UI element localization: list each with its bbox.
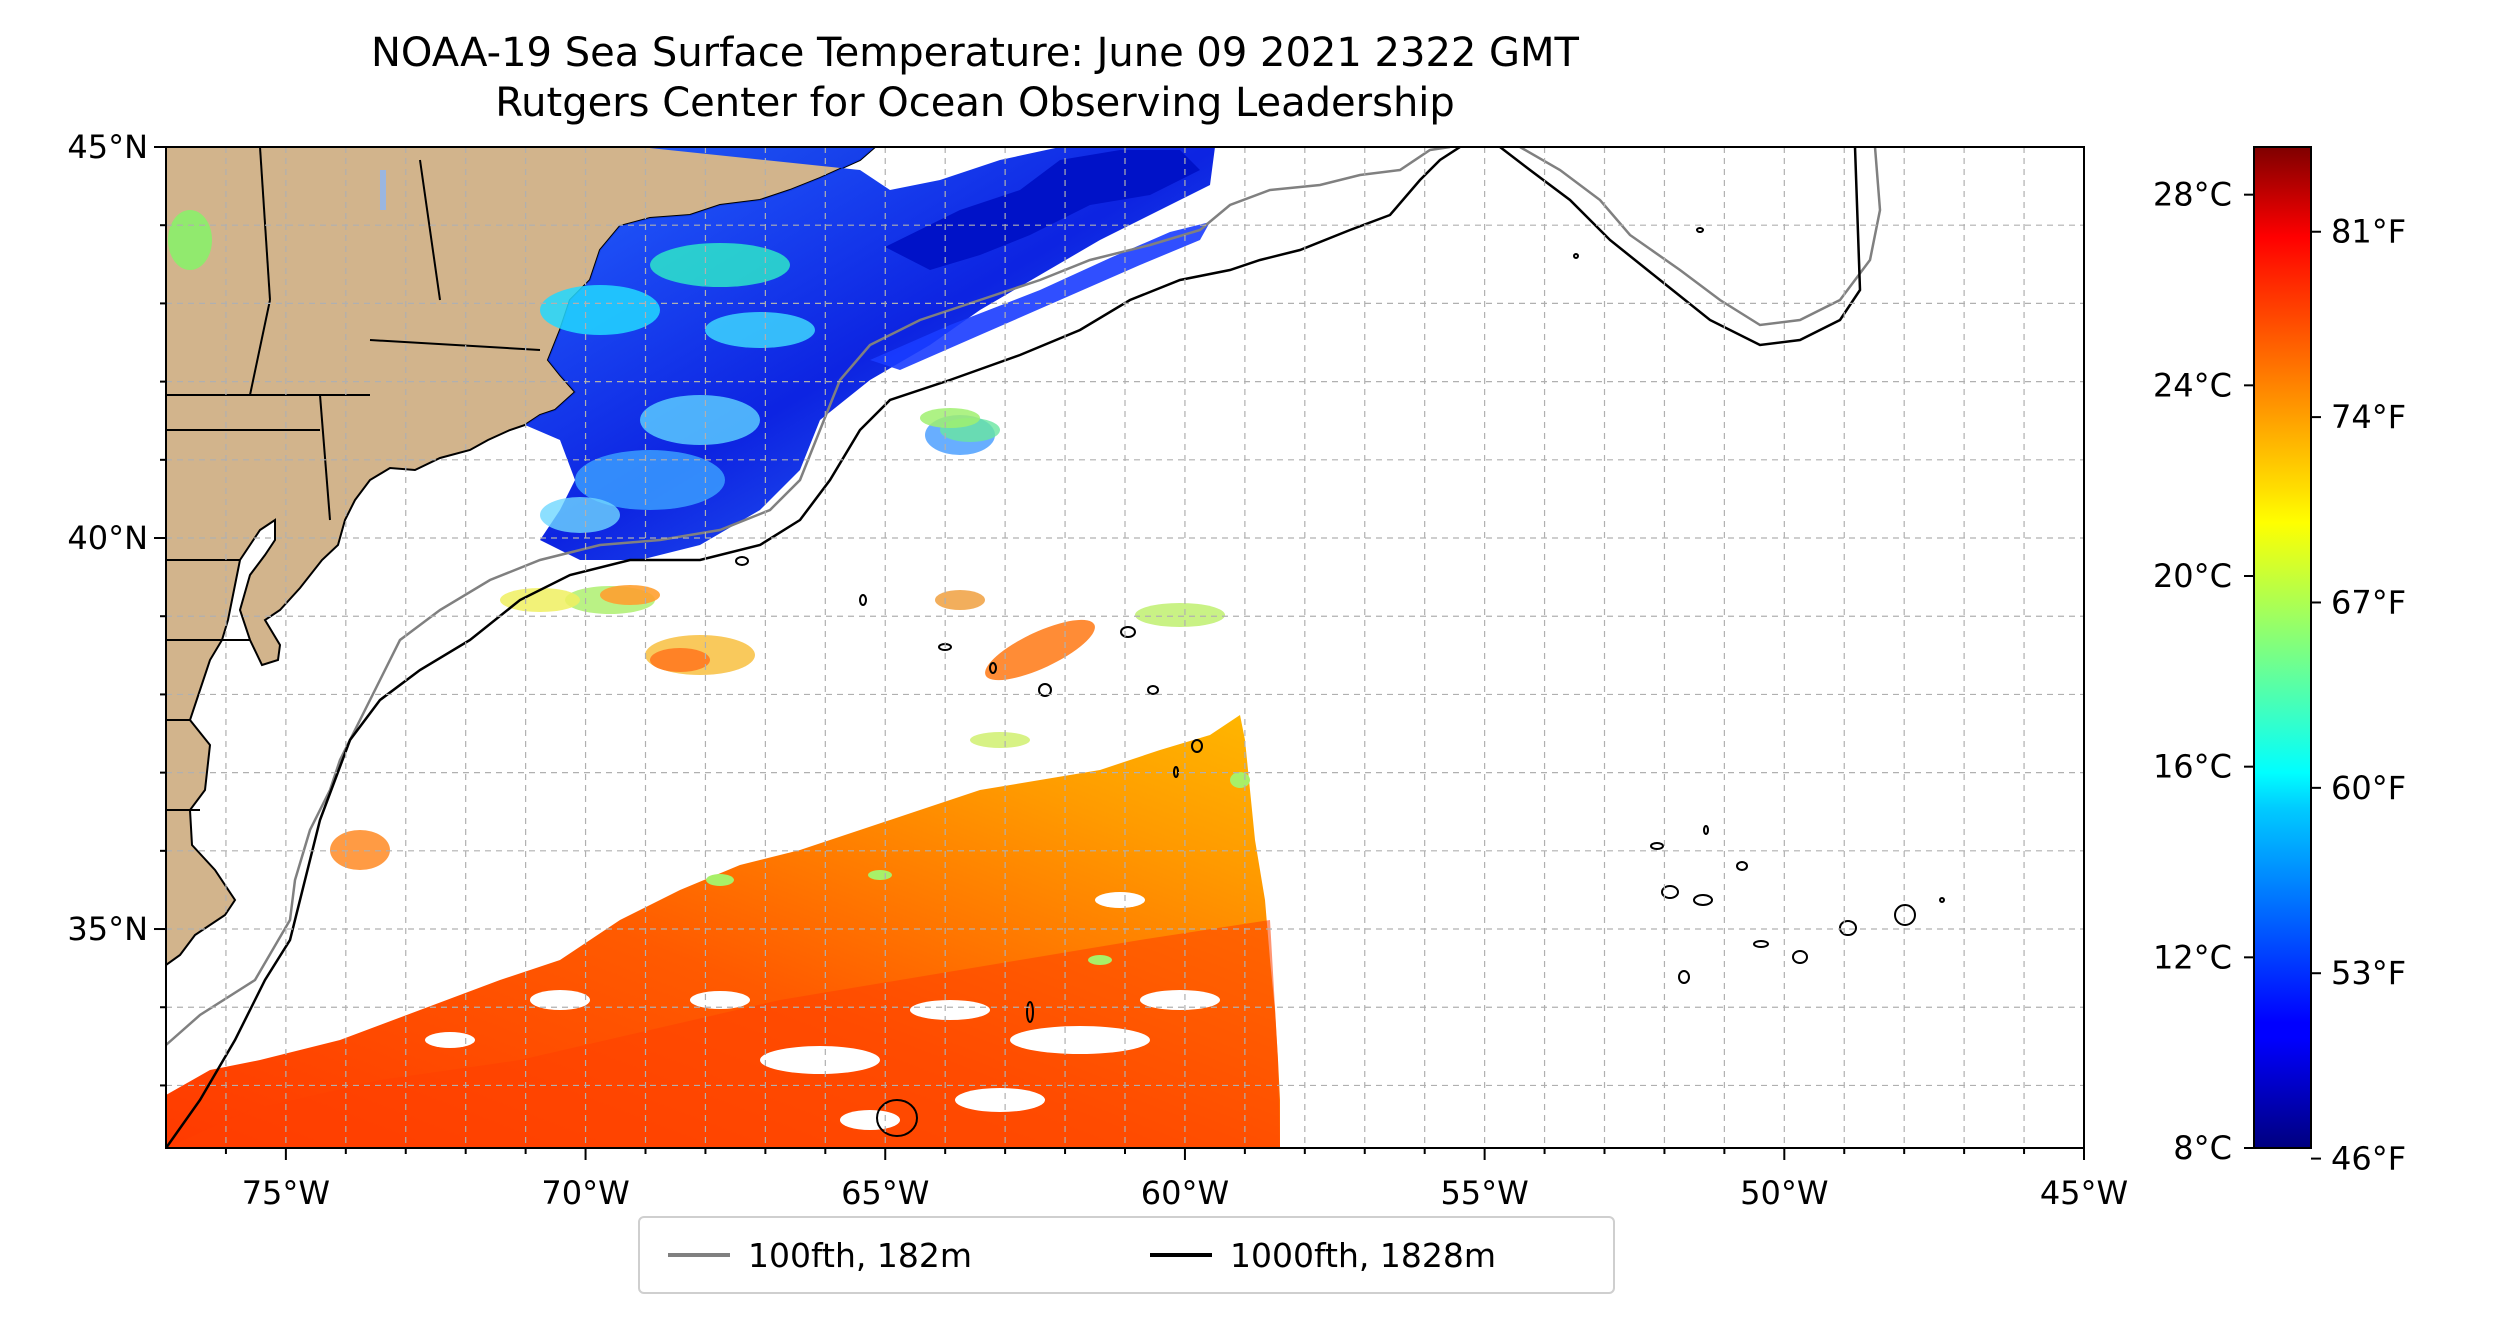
colorbar-f-label: 81°F	[2331, 213, 2406, 251]
lake	[380, 170, 386, 210]
colorbar-f-label: 60°F	[2331, 769, 2406, 807]
lon-tick-label: 75°W	[242, 1174, 330, 1212]
sst-cold-region-east	[885, 150, 1200, 270]
isobath-1000fth-grand-banks	[1499, 147, 1862, 347]
legend: 100fth, 182m 1000fth, 1828m	[638, 1216, 1615, 1294]
colorbar-f-label: 74°F	[2331, 398, 2406, 436]
colorbar	[2253, 146, 2312, 1149]
lat-tick-label: 40°N	[67, 519, 148, 557]
legend-swatch-1000fth	[1150, 1253, 1212, 1257]
colorbar-fahrenheit-axis: 81°F 74°F 67°F 60°F 53°F 46°F	[2311, 213, 2406, 1178]
edge-specks	[706, 772, 1250, 965]
isobath-100fth-grand-banks	[1519, 147, 1882, 327]
colorbar-c-label: 16°C	[2153, 748, 2232, 786]
colorbar-c-label: 28°C	[2153, 176, 2232, 214]
lat-tick-label: 45°N	[67, 128, 148, 166]
colorbar-c-label: 20°C	[2153, 557, 2232, 595]
lat-tick-label: 35°N	[67, 910, 148, 948]
gridlines	[166, 147, 2084, 1148]
lon-tick-label: 55°W	[1440, 1174, 1528, 1212]
colorbar-celsius-axis: 28°C 24°C 20°C 16°C 12°C 8°C	[2153, 176, 2254, 1167]
lon-tick-label: 70°W	[541, 1174, 629, 1212]
isobath-1000fth	[166, 147, 1461, 1148]
legend-item-100fth: 100fth, 182m	[668, 1218, 972, 1292]
longitude-axis: 75°W 70°W 65°W 60°W 55°W 50°W 45°W	[224, 1148, 2128, 1212]
map-area	[166, 147, 2084, 1148]
legend-swatch-100fth	[668, 1253, 730, 1257]
land-north-america	[166, 147, 877, 967]
colorbar-f-label: 53°F	[2331, 954, 2406, 992]
lon-tick-label: 45°W	[2040, 1174, 2128, 1212]
lon-tick-label: 65°W	[841, 1174, 929, 1212]
colorbar-c-label: 24°C	[2153, 366, 2232, 404]
colorbar-f-label: 46°F	[2331, 1140, 2406, 1178]
latitude-axis: 45°N 40°N 35°N	[67, 128, 166, 1087]
colorbar-c-label: 8°C	[2173, 1129, 2232, 1167]
colorbar-c-label: 12°C	[2153, 938, 2232, 976]
lon-tick-label: 60°W	[1141, 1174, 1229, 1212]
figure-subtitle: Rutgers Center for Ocean Observing Leade…	[495, 80, 1455, 126]
seamounts	[735, 227, 1945, 1137]
legend-item-1000fth: 1000fth, 1828m	[1150, 1218, 1496, 1292]
legend-label-100fth: 100fth, 182m	[748, 1235, 972, 1275]
figure-title: NOAA-19 Sea Surface Temperature: June 09…	[370, 30, 1579, 76]
colorbar-f-label: 67°F	[2331, 583, 2406, 621]
isobath-100fth	[166, 147, 1451, 1046]
lon-tick-label: 50°W	[1740, 1174, 1828, 1212]
state-borders	[166, 147, 541, 811]
legend-label-1000fth: 1000fth, 1828m	[1230, 1235, 1496, 1275]
